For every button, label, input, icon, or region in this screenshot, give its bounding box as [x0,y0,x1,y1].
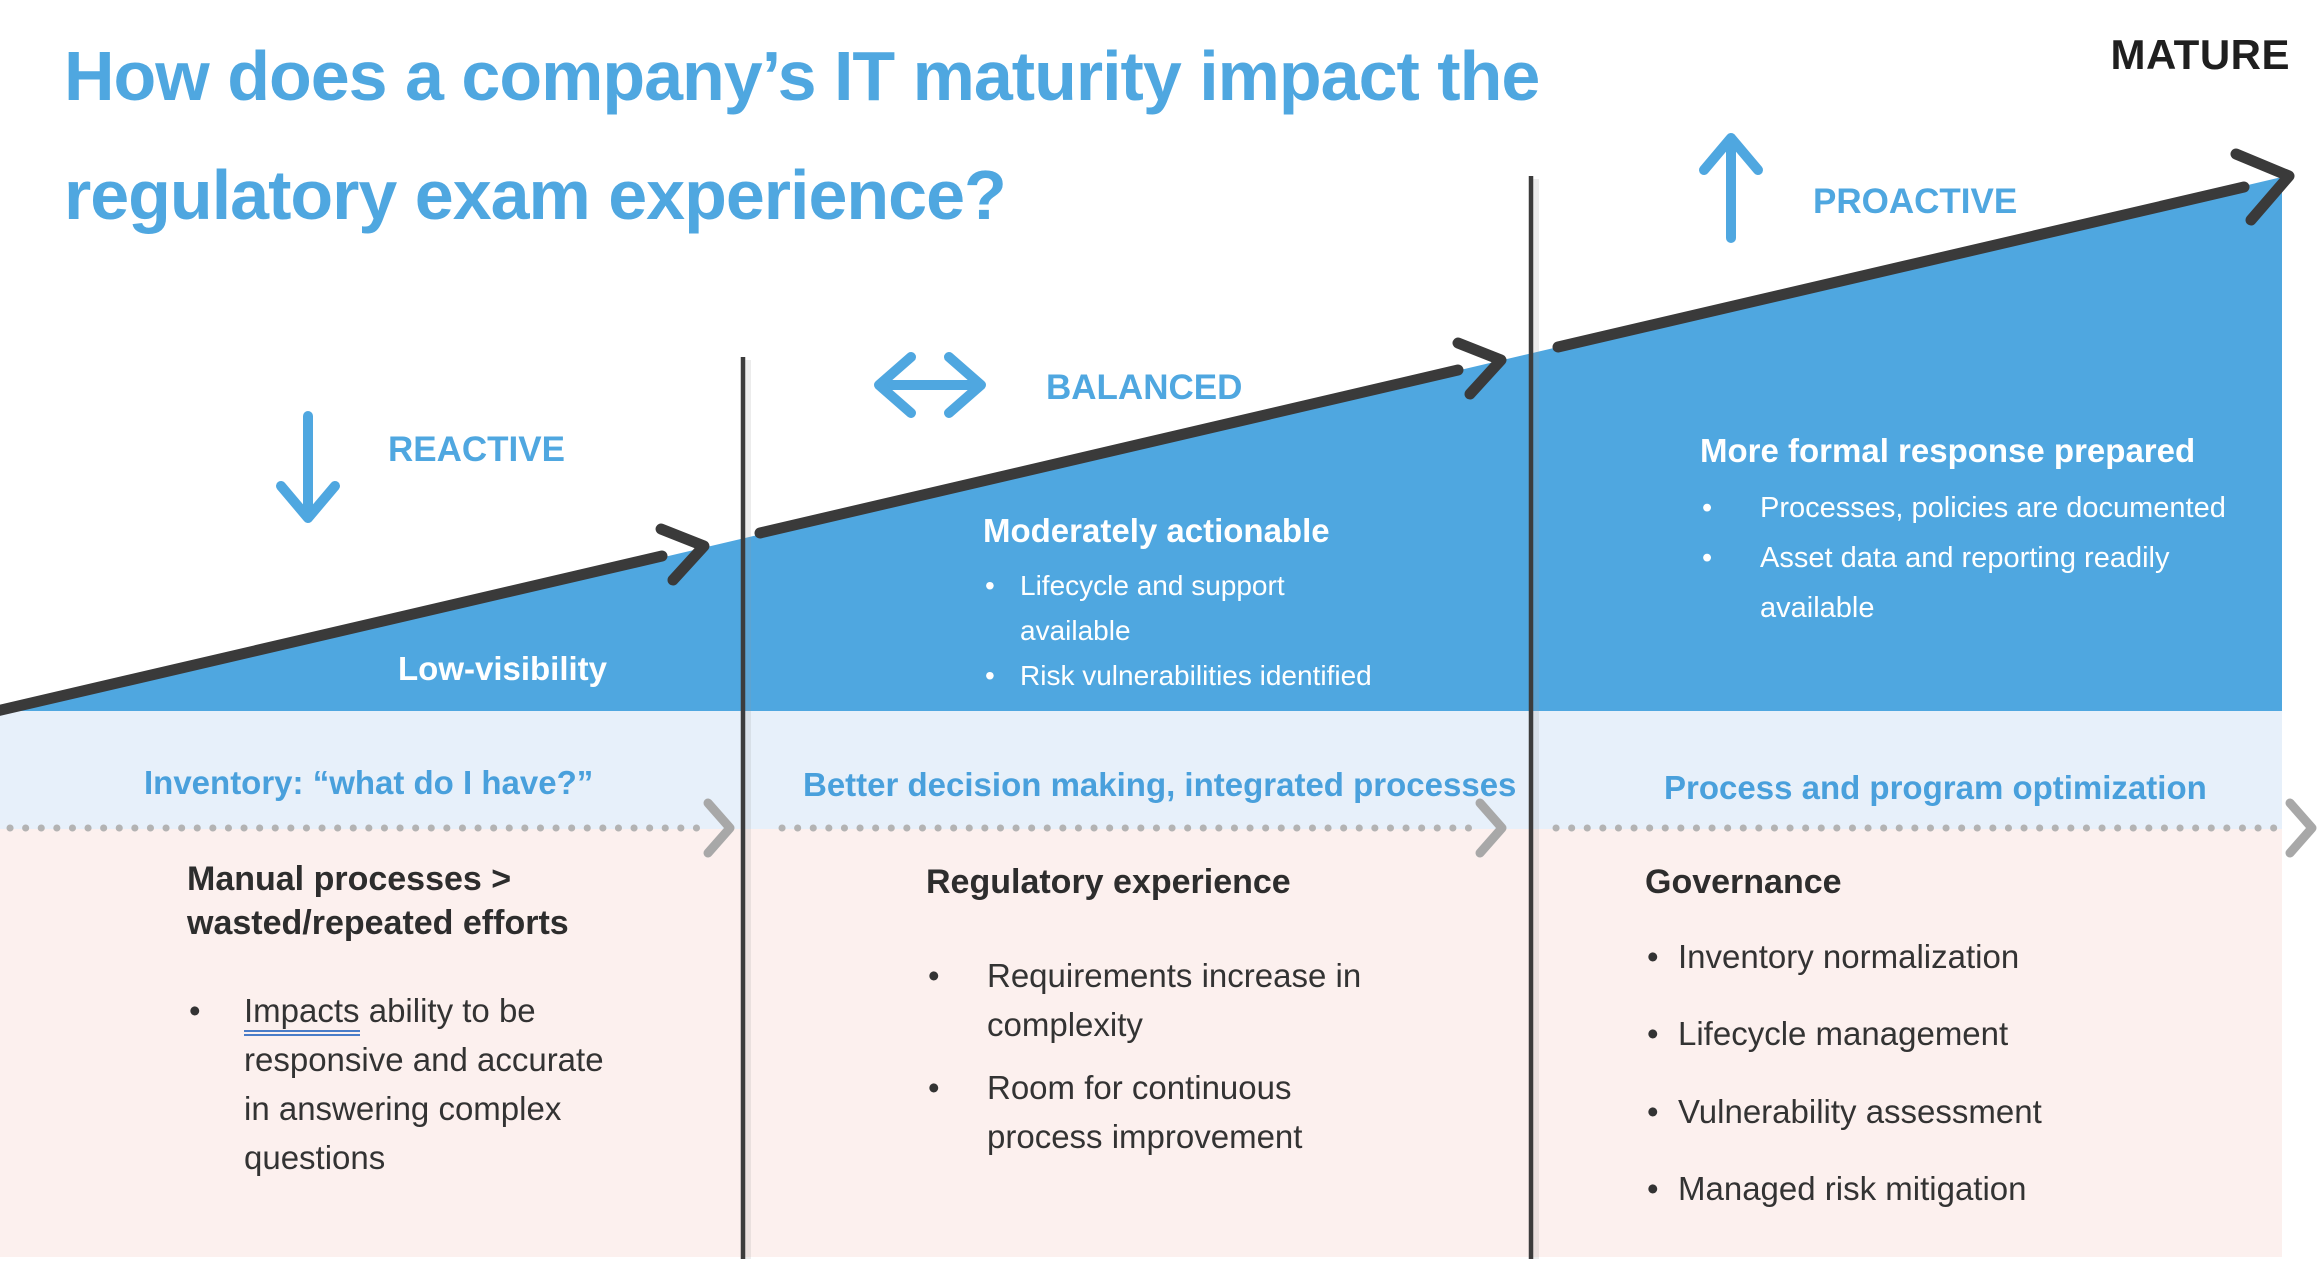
list-item: Inventory normalization [1645,934,2042,980]
impacts-underlined-text: Impacts [244,992,360,1037]
list-item: Lifecycle management [1645,1011,2042,1057]
list-item: Vulnerability assessment [1645,1089,2042,1135]
light-blue-band [0,711,2282,829]
proactive-up-arrow-icon [1699,133,1763,243]
band-label-optimization: Process and program optimization [1664,769,2207,806]
growth-arrow-head-1 [655,523,710,586]
triangle-section-2: Moderately actionable Lifecycle and supp… [983,512,1443,698]
column-heading: Governance [1645,863,1842,901]
column-list: Impacts ability to be responsive and acc… [187,987,604,1182]
mature-label: MATURE [2110,31,2290,78]
band-label-better-decisions: Better decision making, integrated proce… [803,766,1517,803]
triangle-heading-low-visibility: Low-visibility [398,650,608,687]
growth-arrow-head-3 [2230,148,2295,226]
balanced-double-arrow-icon [874,352,986,418]
triangle-section-3-list: Processes, policies are documented Asset… [1700,484,2240,634]
list-item: Managed risk mitigation [1645,1166,2042,1212]
list-item: Room for continuous process improvement [926,1064,1377,1162]
triangle-section-3: More formal response prepared Processes,… [1700,432,2240,634]
triangle-section-1: Low-visibility [398,650,607,702]
column-list: Inventory normalization Lifecycle manage… [1645,934,2042,1212]
list-item: Asset data and reporting readily availab… [1700,534,2240,634]
bottom-column-governance: Governance Inventory normalization Lifec… [1645,860,2042,1243]
list-item: Requirements increase in complexity [926,952,1377,1050]
stage-label-balanced: BALANCED [1046,368,1243,407]
reactive-down-arrow-icon [276,411,340,523]
triangle-section-2-list: Lifecycle and support available Risk vul… [983,564,1443,698]
list-item: Risk vulnerabilities identified [983,654,1443,699]
list-item: Impacts ability to be responsive and acc… [187,987,604,1182]
list-item: Lifecycle and support available [983,564,1443,654]
bottom-column-regulatory-experience: Regulatory experience Requirements incre… [926,860,1377,1176]
stage-label-reactive: REACTIVE [388,430,565,469]
page-title-line-2: regulatory exam experience? [64,156,1007,234]
triangle-heading-moderately-actionable: Moderately actionable [983,512,1330,549]
list-item-text: ability to be responsive and accurate in… [244,992,604,1176]
timeline-chevron-3 [2285,798,2317,858]
column-heading: Regulatory experience [926,863,1291,901]
bottom-column-manual-processes: Manual processes > wasted/repeated effor… [187,857,604,1183]
list-item: Processes, policies are documented [1700,484,2240,534]
triangle-heading-more-formal-response: More formal response prepared [1700,432,2196,469]
column-heading: Manual processes > wasted/repeated effor… [187,860,569,943]
band-label-inventory: Inventory: “what do I have?” [144,764,594,801]
stage-label-proactive: PROACTIVE [1813,182,2018,221]
growth-arrow-head-2 [1452,337,1507,400]
page-title-line-1: How does a company’s IT maturity impact … [64,37,1540,115]
column-list: Requirements increase in complexity Room… [926,952,1377,1161]
